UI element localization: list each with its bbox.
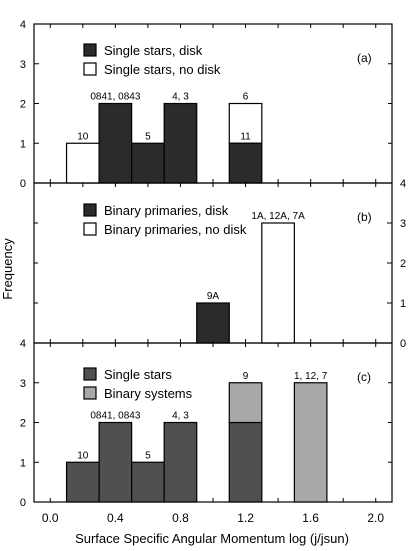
x-tick-label: 1.2 [237,511,254,525]
histogram-bar [65,461,100,503]
bar-label: 1A, 12A, 7A [251,211,305,222]
histogram-bar [65,142,100,184]
x-tick-label: 0.8 [172,511,189,525]
y-tick-label: 2 [20,418,26,430]
legend-swatch [83,367,97,381]
y-tick-label: 3 [20,378,26,390]
bar-label: 5 [145,131,151,142]
bar-label: 6 [243,92,249,103]
histogram-bar [98,421,133,503]
legend-swatch [83,62,97,76]
y-tick-label: 1 [20,138,26,150]
histogram-bar [293,382,328,503]
x-tick-label: 2.0 [367,511,384,525]
histogram-bar [228,382,263,424]
y-axis-title: Frequency [0,238,15,300]
x-axis-title: Surface Specific Angular Momentum log (j… [75,531,349,546]
y-tick-label: 0 [20,497,26,509]
histogram-bar [196,302,230,344]
legend-label: Single stars, no disk [104,62,221,77]
legend-swatch [83,43,97,57]
bar-label: 4, 3 [172,92,189,103]
y-tick-label: 2 [400,258,406,270]
legend-label: Single stars, disk [104,43,203,58]
histogram-bar [131,461,165,503]
bar-label: 5 [145,450,151,461]
y-tick-label: 3 [400,218,406,230]
panel-label: (a) [357,51,372,65]
legend-swatch [83,222,97,236]
y-tick-label: 4 [20,19,26,31]
legend-label: Single stars [104,367,172,382]
panel-2: 0 1 2 3 4 9A 1A, 12A, 7A Binary primaries, disk… [33,178,406,350]
y-tick-label: 0 [400,338,406,350]
y-tick-label: 0 [20,178,26,190]
bar-label: 11 [240,131,251,142]
bar-label: 9A [207,291,220,302]
legend-label: Binary primaries, no disk [104,222,247,237]
bar-label: 0841, 0843 [90,411,140,422]
legend-swatch [83,386,97,400]
legend-label: Binary primaries, disk [104,203,229,218]
panel-label: (b) [357,210,372,224]
bar-label: 10 [77,450,89,461]
y-tick-label: 1 [20,457,26,469]
bar-label: 1, 12, 7 [294,371,328,382]
x-tick-label: 0.4 [107,511,124,525]
bar-label: 9 [243,371,249,382]
histogram-bar [228,421,263,503]
histogram-bar [163,421,198,503]
bar-label: 4, 3 [172,411,189,422]
legend-label: Binary systems [104,386,193,401]
panel-1: 0 1 2 3 4 10 6 0841, 0843 5 4, 3 11 Single stars, d… [20,19,393,190]
panel-label: (c) [357,370,371,384]
x-tick-label: 0.0 [42,511,59,525]
bar-label: 10 [77,131,89,142]
histogram-bar [228,142,263,184]
bar-label: 0841, 0843 [90,92,140,103]
y-tick-label: 3 [20,59,26,71]
legend-swatch [83,203,97,217]
histogram-bar [163,102,198,184]
y-tick-label: 1 [400,298,406,310]
histogram-bar [228,102,263,144]
y-tick-label: 4 [400,178,406,190]
x-tick-label: 1.6 [302,511,319,525]
histogram-bar [261,222,295,344]
histogram-bar [98,102,133,184]
y-tick-label: 4 [20,338,26,350]
y-tick-label: 2 [20,99,26,111]
histogram-bar [131,142,165,184]
